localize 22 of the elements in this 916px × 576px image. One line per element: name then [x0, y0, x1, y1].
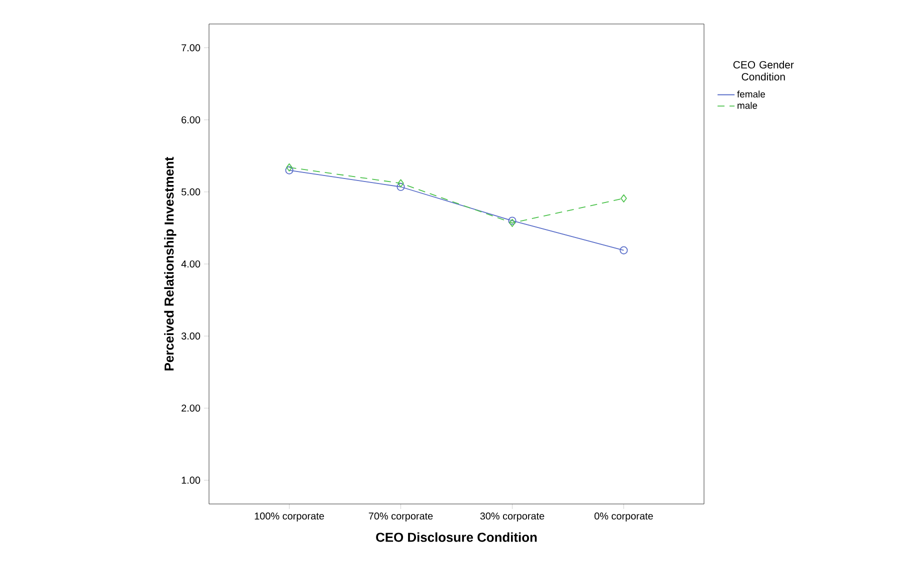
- y-tick-label: 2.00: [182, 404, 200, 412]
- legend-title: CEO Gender Condition: [733, 60, 794, 80]
- x-tick-label: 100% corporate: [254, 512, 324, 522]
- x-tick-label: 70% corporate: [368, 512, 433, 522]
- x-axis-title: CEO Disclosure Condition: [376, 532, 537, 542]
- point: [285, 166, 294, 174]
- y-tick-label: 3.00: [181, 332, 200, 340]
- point: [286, 163, 292, 172]
- legend-label: male: [738, 102, 758, 109]
- y-tick-label: 5.00: [182, 188, 200, 196]
- y-tick-label: 4.00: [181, 260, 200, 268]
- y-axis-title: Perceived Relationship Investment: [164, 156, 176, 370]
- point: [620, 194, 627, 202]
- x-tick-label: 30% corporate: [480, 512, 544, 522]
- point: [398, 179, 404, 188]
- point: [396, 182, 405, 191]
- y-tick-label: 7.00: [182, 44, 200, 52]
- x-tick-label: 0% corporate: [594, 512, 653, 522]
- point: [620, 246, 628, 254]
- legend-label: female: [737, 90, 765, 98]
- y-tick-label: 6.00: [182, 116, 200, 124]
- y-tick-label: 1.00: [182, 476, 200, 484]
